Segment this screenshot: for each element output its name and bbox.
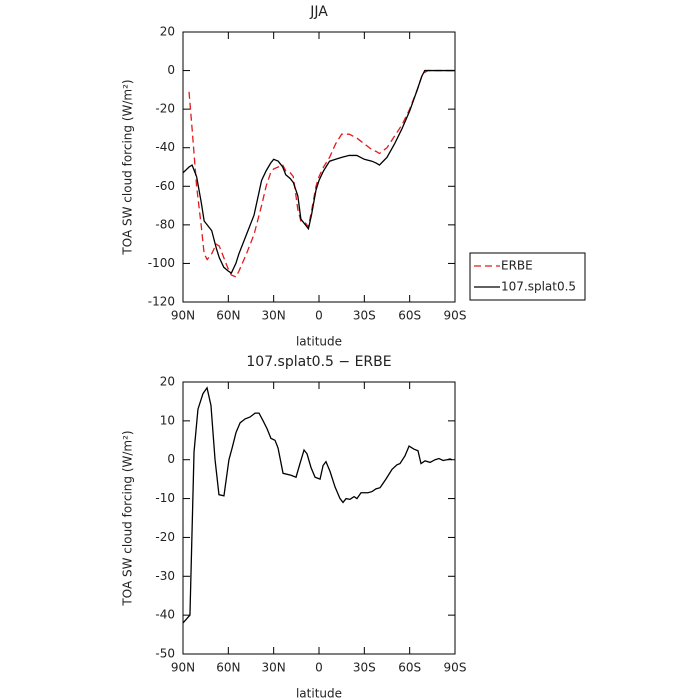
legend-label: ERBE <box>501 259 533 273</box>
x-tick-label: 90N <box>171 661 195 675</box>
x-tick-label: 0 <box>315 309 323 323</box>
legend-box <box>469 252 586 301</box>
y-tick-label: -30 <box>155 569 175 583</box>
plot-frame <box>182 31 456 303</box>
y-tick-label: 20 <box>160 25 175 39</box>
chart-title: JJA <box>309 4 328 20</box>
x-axis-label: latitude <box>296 335 342 349</box>
legend-label: 107.splat0.5 <box>501 280 576 294</box>
y-tick-label: 20 <box>160 375 175 389</box>
y-tick-label: 0 <box>167 63 175 77</box>
y-tick-label: -50 <box>155 647 175 661</box>
plot-frame <box>182 381 456 655</box>
y-axis-label: TOA SW cloud forcing (W/m²) <box>121 430 135 606</box>
x-tick-label: 30N <box>262 661 286 675</box>
x-tick-label: 90S <box>444 309 467 323</box>
x-tick-label: 30S <box>353 309 376 323</box>
x-axis-label: latitude <box>296 687 342 700</box>
y-tick-label: -100 <box>148 256 175 270</box>
y-tick-label: -120 <box>148 295 175 309</box>
y-tick-label: -80 <box>155 217 175 231</box>
y-tick-label: -20 <box>155 102 175 116</box>
y-tick-label: 10 <box>160 413 175 427</box>
x-tick-label: 60N <box>216 309 240 323</box>
x-tick-label: 60N <box>216 661 240 675</box>
x-tick-label: 60S <box>398 309 421 323</box>
y-tick-label: 0 <box>167 452 175 466</box>
data-line <box>182 69 455 275</box>
x-tick-label: 30S <box>353 661 376 675</box>
x-tick-label: 90S <box>444 661 467 675</box>
y-tick-label: -60 <box>155 179 175 193</box>
data-line <box>182 386 453 624</box>
y-tick-label: -40 <box>155 140 175 154</box>
chart-title: 107.splat0.5 − ERBE <box>246 354 391 370</box>
data-line <box>188 69 455 278</box>
y-axis-label: TOA SW cloud forcing (W/m²) <box>121 79 135 255</box>
x-tick-label: 60S <box>398 661 421 675</box>
x-tick-label: 90N <box>171 309 195 323</box>
y-tick-label: -20 <box>155 530 175 544</box>
y-tick-label: -10 <box>155 491 175 505</box>
x-tick-label: 0 <box>315 661 323 675</box>
x-tick-label: 30N <box>262 309 286 323</box>
y-tick-label: -40 <box>155 608 175 622</box>
